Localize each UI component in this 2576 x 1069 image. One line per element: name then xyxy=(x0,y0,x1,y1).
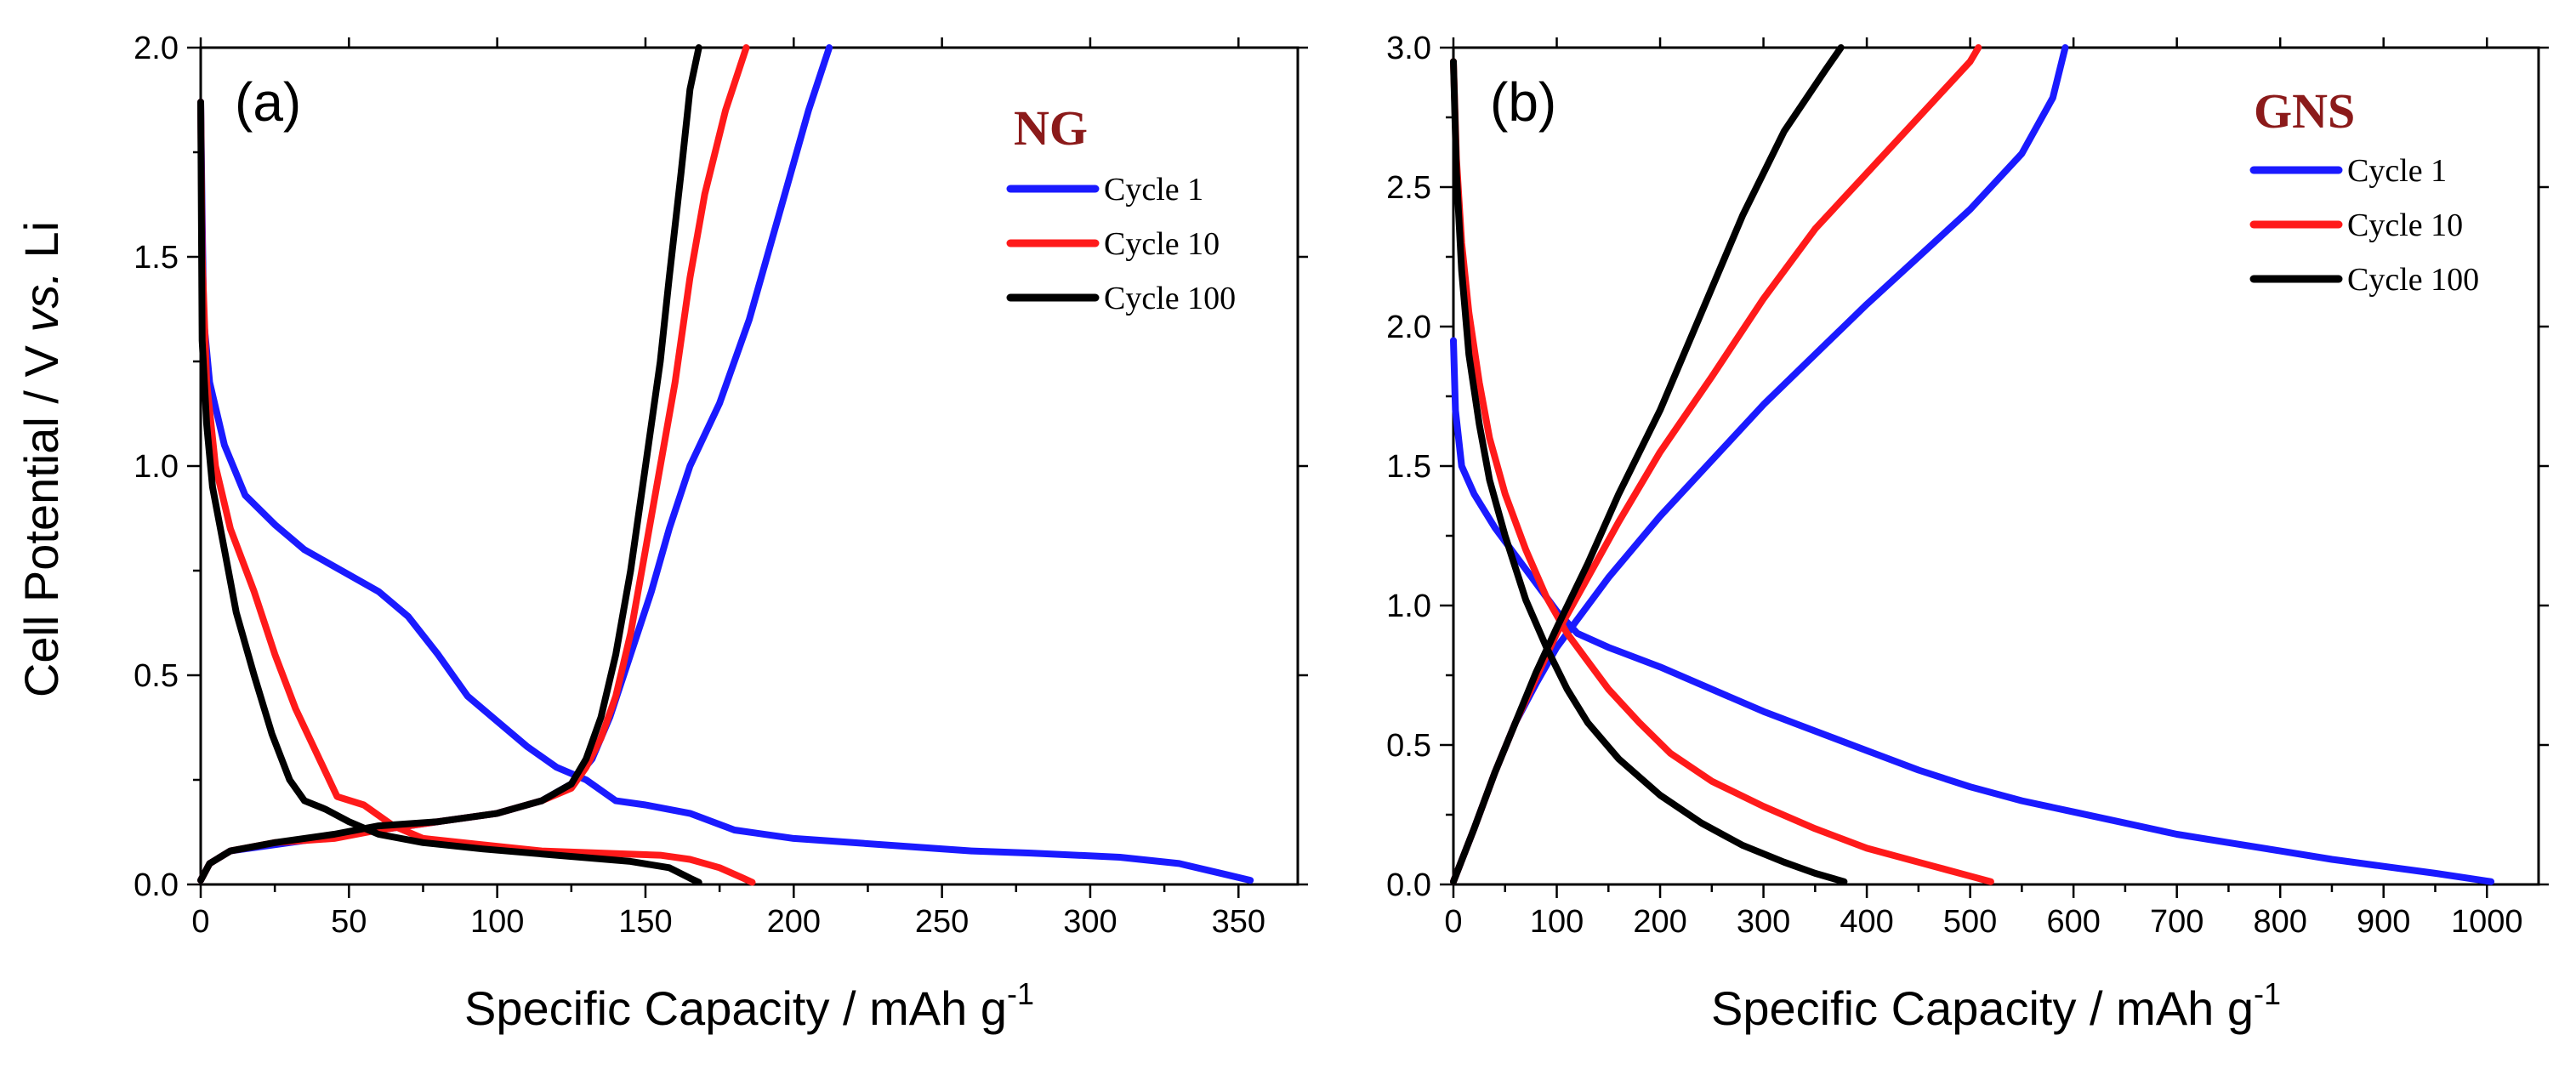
panel-b-cycle-100-charge-curve xyxy=(1450,44,1845,885)
panel-b-x-axis-label: Specific Capacity / mAh g-1 xyxy=(1711,976,2281,1035)
panel-a-legend-title: NG xyxy=(1014,100,1088,156)
panel-b-x-tick-label: 300 xyxy=(1737,904,1790,940)
panel-a-y-tick-label: 0.5 xyxy=(134,658,179,694)
panel-b-y-tick-label: 2.5 xyxy=(1386,170,1431,206)
panel-b-y-tick-label: 0.0 xyxy=(1386,867,1431,903)
y-axis-label-italic: vs. xyxy=(14,271,68,333)
panel-b-curves xyxy=(1450,44,2495,885)
panel-b-x-tick-label: 0 xyxy=(1444,904,1462,940)
y-axis-label: Cell Potential / V vs. Li xyxy=(14,221,68,697)
panel-a-curves xyxy=(197,44,1254,886)
panel-a-y-tick-label: 2.0 xyxy=(134,31,179,66)
panel-b-ticks: 0 100 200 300 400 500 600 700 800 900 1000 0.0 0.5 1.… xyxy=(1386,31,2549,940)
panel-a-x-tick-label: 300 xyxy=(1063,904,1117,940)
panel-b-cycle-10-discharge-curve xyxy=(1450,58,1994,885)
panel-b-x-tick-label: 800 xyxy=(2253,904,2306,940)
panel-b-label: (b) xyxy=(1490,71,1556,133)
panel-b-cycle-100-discharge-curve xyxy=(1450,58,1848,885)
panel-b-cycle-1-discharge-curve xyxy=(1450,337,2495,885)
panel-a-cycle-1-charge-curve xyxy=(197,44,833,884)
panel-b-x-tick-label: 400 xyxy=(1840,904,1893,940)
panel-b-legend-title: GNS xyxy=(2254,83,2355,139)
panel-b-y-tick-label: 3.0 xyxy=(1386,31,1431,66)
panel-b-legend-label-cycle-10: Cycle 10 xyxy=(2347,208,2463,243)
panel-b-x-tick-label: 600 xyxy=(2046,904,2100,940)
panel-b-y-tick-label: 1.0 xyxy=(1386,589,1431,624)
x-axis-label-superscript: -1 xyxy=(2254,976,2281,1011)
panel-a-ticks: 0 50 100 150 200 250 300 350 0.0 0.5 1.0 1.5 2.0 xyxy=(134,31,1308,940)
panel-b-y-tick-label: 2.0 xyxy=(1386,310,1431,345)
panel-b-cycle-1-charge-curve xyxy=(1450,44,2069,885)
panel-b-x-tick-label: 700 xyxy=(2150,904,2204,940)
panel-a-cycle-10-discharge-curve xyxy=(197,99,756,886)
panel-b-legend-label-cycle-1: Cycle 1 xyxy=(2347,153,2447,189)
panel-a-legend-label-cycle-10: Cycle 10 xyxy=(1104,226,1220,262)
panel-a-y-tick-label: 1.5 xyxy=(134,240,179,276)
panel-b-y-tick-label: 0.5 xyxy=(1386,728,1431,764)
panel-a-x-tick-label: 0 xyxy=(191,904,209,940)
panel-a-legend-label-cycle-1: Cycle 1 xyxy=(1104,172,1203,208)
panel-a-y-tick-label: 1.0 xyxy=(134,449,179,485)
panel-a-x-tick-label: 250 xyxy=(915,904,969,940)
panel-b-x-tick-label: 200 xyxy=(1633,904,1686,940)
panel-a-x-tick-label: 350 xyxy=(1212,904,1265,940)
panel-a-legend: Cycle 1 Cycle 10 Cycle 100 xyxy=(1006,172,1236,316)
panel-a-x-axis-label: Specific Capacity / mAh g-1 xyxy=(464,976,1034,1035)
panel-a-label: (a) xyxy=(235,71,301,133)
panel-b-x-tick-label: 100 xyxy=(1530,904,1584,940)
panel-b-legend-label-cycle-100: Cycle 100 xyxy=(2347,262,2479,298)
panel-b-x-tick-label: 1000 xyxy=(2451,904,2523,940)
panel-b-cycle-10-charge-curve xyxy=(1450,44,1982,885)
x-axis-label-superscript: -1 xyxy=(1007,976,1034,1011)
panel-b-x-tick-label: 500 xyxy=(1943,904,1997,940)
panel-a-x-tick-label: 150 xyxy=(618,904,672,940)
panel-a: 0 50 100 150 200 250 300 350 0.0 0.5 1.0 1.5 2.0 (a)… xyxy=(134,31,1308,1035)
panel-b-x-tick-label: 900 xyxy=(2357,904,2410,940)
panel-b-legend: Cycle 1 Cycle 10 Cycle 100 xyxy=(2249,153,2479,298)
panel-b-y-tick-label: 1.5 xyxy=(1386,449,1431,485)
panel-a-x-tick-label: 200 xyxy=(767,904,821,940)
panel-a-legend-label-cycle-100: Cycle 100 xyxy=(1104,281,1236,316)
panel-a-y-tick-label: 0.0 xyxy=(134,867,179,903)
panel-b: 0 100 200 300 400 500 600 700 800 900 1000 0.0 0.5 1.… xyxy=(1386,31,2549,1035)
panel-a-cycle-100-charge-curve xyxy=(197,44,702,884)
panel-a-x-tick-label: 50 xyxy=(331,904,367,940)
panel-a-cycle-100-discharge-curve xyxy=(197,99,702,886)
panel-a-x-tick-label: 100 xyxy=(470,904,524,940)
panel-a-cycle-1-discharge-curve xyxy=(197,99,1254,884)
